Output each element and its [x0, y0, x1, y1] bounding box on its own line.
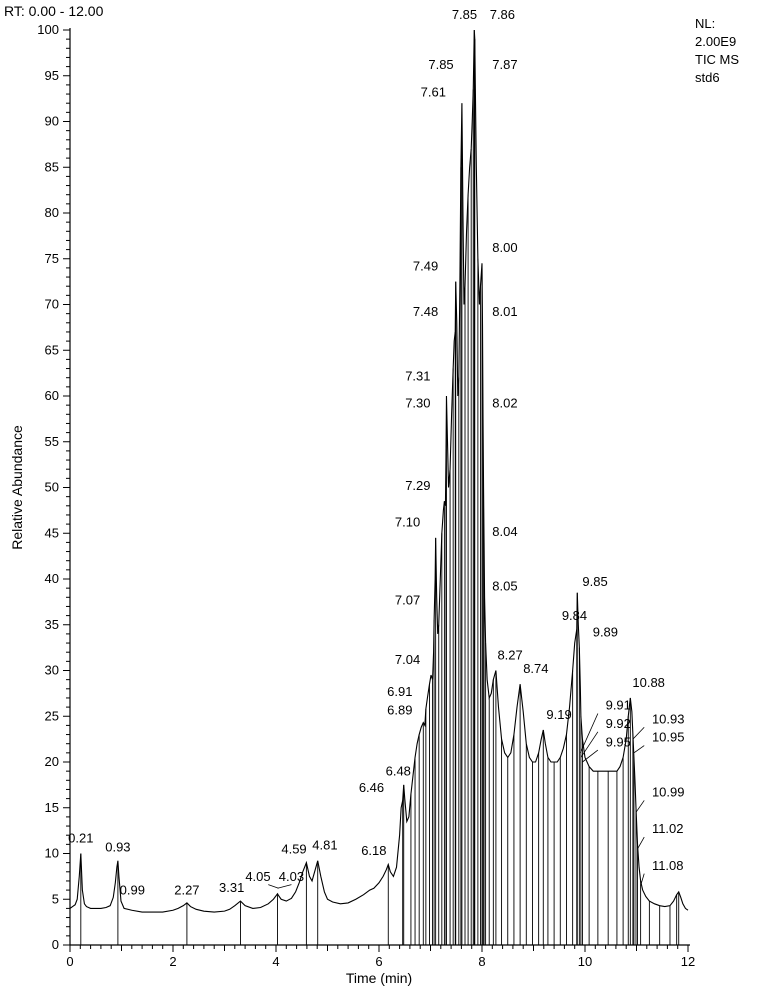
y-tick-label: 50	[45, 480, 59, 495]
peak-label: 7.07	[395, 592, 420, 607]
peak-label: 8.04	[492, 524, 517, 539]
peak-label: 9.95	[606, 734, 631, 749]
peak-label: 8.00	[492, 240, 517, 255]
peak-label: 6.89	[387, 702, 412, 717]
x-tick-label: 2	[169, 954, 176, 969]
y-tick-label: 40	[45, 571, 59, 586]
peak-label: 8.01	[492, 304, 517, 319]
chromatogram-chart: RT: 0.00 - 12.00 NL: 2.00E9 TIC MS std6 0 5 10 1…	[0, 0, 771, 1000]
peak-label: 7.87	[492, 57, 517, 72]
y-tick-label: 100	[37, 22, 59, 37]
peak-label: 8.74	[523, 661, 548, 676]
peak-label: 0.21	[68, 830, 93, 845]
peak-label: 10.95	[652, 730, 685, 745]
y-tick-label: 95	[45, 68, 59, 83]
peak-label: 10.99	[652, 785, 685, 800]
peak-label: 4.59	[281, 841, 306, 856]
x-tick-label: 8	[478, 954, 485, 969]
peak-label: 6.91	[387, 684, 412, 699]
y-axis-label: Relative Abundance	[9, 425, 25, 550]
x-tick-label: 6	[375, 954, 382, 969]
x-tick-label: 0	[66, 954, 73, 969]
peak-label: 6.48	[386, 764, 411, 779]
x-tick-label: 10	[578, 954, 592, 969]
peak-label: 6.46	[359, 780, 384, 795]
peak-label: 8.27	[497, 647, 522, 662]
peak-label: 0.99	[120, 883, 145, 898]
y-tick-label: 55	[45, 434, 59, 449]
y-tick-label: 35	[45, 617, 59, 632]
y-tick-label: 85	[45, 159, 59, 174]
peak-label: 9.89	[593, 624, 618, 639]
y-tick-label: 5	[52, 891, 59, 906]
info-line: NL:	[695, 16, 715, 31]
info-line: TIC MS	[695, 52, 739, 67]
x-tick-label: 4	[272, 954, 279, 969]
peak-label: 7.85	[452, 7, 477, 22]
peak-label: 3.31	[219, 880, 244, 895]
info-line: 2.00E9	[695, 34, 736, 49]
y-tick-label: 25	[45, 708, 59, 723]
peak-label: 9.92	[606, 716, 631, 731]
peak-label: 4.03	[279, 869, 304, 884]
peak-label: 4.05	[245, 869, 270, 884]
peak-label: 9.19	[546, 707, 571, 722]
peak-label: 0.93	[105, 840, 130, 855]
y-tick-label: 45	[45, 525, 59, 540]
peak-label: 7.85	[428, 57, 453, 72]
y-tick-label: 60	[45, 388, 59, 403]
peak-label: 10.93	[652, 711, 685, 726]
peak-label: 10.88	[632, 675, 665, 690]
rt-range-label: RT: 0.00 - 12.00	[4, 3, 104, 19]
peak-label: 6.18	[361, 843, 386, 858]
peak-label: 2.27	[174, 883, 199, 898]
y-tick-label: 65	[45, 342, 59, 357]
peak-label: 9.84	[562, 608, 587, 623]
x-axis-label: Time (min)	[346, 970, 412, 986]
y-tick-label: 0	[52, 937, 59, 952]
y-tick-label: 10	[45, 846, 59, 861]
peak-label: 9.85	[582, 574, 607, 589]
peak-label: 7.31	[405, 368, 430, 383]
peak-label: 7.04	[395, 652, 420, 667]
info-line: std6	[695, 70, 720, 85]
y-tick-label: 80	[45, 205, 59, 220]
peak-label: 7.29	[405, 478, 430, 493]
y-tick-label: 75	[45, 251, 59, 266]
y-tick-label: 15	[45, 800, 59, 815]
peak-label: 8.05	[492, 579, 517, 594]
chart-svg: RT: 0.00 - 12.00 NL: 2.00E9 TIC MS std6 0 5 10 1…	[0, 0, 771, 1000]
peak-label: 7.49	[413, 258, 438, 273]
peak-label: 4.81	[312, 838, 337, 853]
x-tick-label: 12	[681, 954, 695, 969]
y-tick-label: 90	[45, 114, 59, 129]
peak-label: 7.86	[490, 7, 515, 22]
peak-label: 8.02	[492, 396, 517, 411]
peak-label: 9.91	[606, 698, 631, 713]
peak-label: 7.10	[395, 515, 420, 530]
peak-label: 7.48	[413, 304, 438, 319]
peak-label: 7.61	[421, 85, 446, 100]
y-tick-label: 20	[45, 754, 59, 769]
y-tick-label: 70	[45, 297, 59, 312]
peak-label: 7.30	[405, 396, 430, 411]
y-tick-label: 30	[45, 663, 59, 678]
peak-label: 11.02	[652, 821, 684, 836]
peak-label: 11.08	[652, 858, 684, 873]
